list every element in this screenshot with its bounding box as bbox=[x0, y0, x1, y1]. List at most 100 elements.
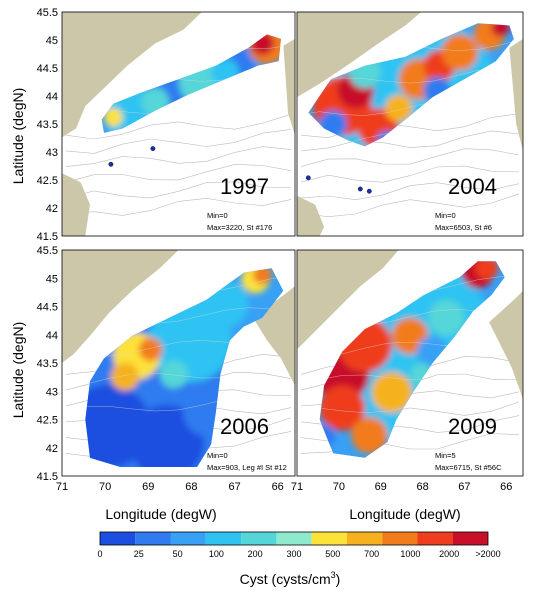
colorbar-title-main: Cyst (cysts/cm bbox=[240, 571, 331, 587]
x-axis-title-left: Longitude (degW) bbox=[105, 506, 216, 522]
colorbar-tick-label: >2000 bbox=[475, 549, 500, 559]
depth-contour bbox=[65, 129, 292, 154]
x-tick-label: 66 bbox=[272, 481, 284, 493]
colorbar-segment bbox=[205, 532, 242, 545]
x-tick-label: 68 bbox=[416, 481, 428, 493]
cyst-patch bbox=[159, 360, 188, 389]
colorbar-segment bbox=[170, 532, 206, 545]
colorbar-tick-label: 300 bbox=[286, 549, 301, 559]
panel-year-label: 2006 bbox=[220, 414, 269, 439]
cyst-patch bbox=[428, 299, 465, 336]
x-tick-label: 67 bbox=[458, 481, 470, 493]
panel-border bbox=[61, 11, 296, 237]
map-panels: 1997 Min=0 Max=3220, St #176 2004 Min=0 Max=6… bbox=[61, 11, 524, 477]
y-tick-label: 45 bbox=[46, 35, 58, 47]
colorbar-title: Cyst (cysts/cm3) bbox=[240, 570, 341, 587]
land-mass bbox=[297, 195, 325, 236]
depth-contour bbox=[65, 181, 292, 199]
panel-max-label: Max=903, Leg #I St #12 bbox=[207, 463, 287, 472]
land-mass bbox=[62, 12, 202, 138]
depth-contour bbox=[300, 165, 520, 183]
colorbar-tick-label: 500 bbox=[325, 549, 340, 559]
land-mass bbox=[297, 250, 399, 350]
x-tick-label: 66 bbox=[500, 481, 512, 493]
colorbar-segment bbox=[135, 532, 171, 545]
panel-min-label: Min=0 bbox=[207, 451, 228, 460]
colorbar-tick-label: 100 bbox=[209, 549, 224, 559]
panel-year-label: 1997 bbox=[220, 174, 269, 199]
colorbar-segment bbox=[417, 532, 453, 545]
colorbar-title-superscript: 3 bbox=[331, 570, 336, 580]
panel-border bbox=[296, 11, 524, 237]
x-tick-label: 70 bbox=[333, 481, 345, 493]
x-tick-label: 70 bbox=[99, 481, 111, 493]
y-tick-label: 42.5 bbox=[37, 415, 58, 427]
cyst-patch bbox=[385, 94, 413, 122]
y-tick-label: 42 bbox=[46, 443, 58, 455]
panel-max-label: Max=3220, St #176 bbox=[207, 223, 272, 232]
land-mass bbox=[489, 290, 523, 400]
x-tick-label: 71 bbox=[56, 481, 68, 493]
depth-contour bbox=[65, 146, 292, 167]
y-tick-label: 43 bbox=[46, 147, 58, 159]
panel-max-label: Max=6503, St #6 bbox=[435, 223, 492, 232]
y-tick-label: 45.5 bbox=[37, 245, 58, 257]
colorbar-segment bbox=[276, 532, 312, 545]
colorbar-tick-label: 2000 bbox=[439, 549, 459, 559]
colorbar: 0 25 50 100 200 300 500 700 1000 2000 >2000 bbox=[97, 531, 501, 559]
cyst-patch bbox=[138, 337, 163, 362]
cyst-patch bbox=[441, 34, 478, 71]
cyst-patch bbox=[129, 404, 205, 467]
depth-contour bbox=[300, 182, 520, 201]
y-tick-label: 45 bbox=[46, 273, 58, 285]
cyst-patch bbox=[319, 385, 365, 431]
land-mass bbox=[283, 38, 295, 136]
depth-contour bbox=[300, 148, 520, 167]
panel-min-label: Min=5 bbox=[435, 451, 456, 460]
cyst-patch bbox=[475, 261, 499, 280]
cyst-patch bbox=[104, 108, 123, 127]
depth-contour bbox=[65, 164, 292, 183]
y-tick-label: 44.5 bbox=[37, 63, 58, 75]
colorbar-tick-label: 700 bbox=[364, 549, 379, 559]
y-axis-title-top: Latitude (degN) bbox=[10, 88, 26, 185]
map-panel-2004: 2004 Min=0 Max=6503, St #6 bbox=[296, 11, 524, 237]
colorbar-border bbox=[99, 531, 489, 546]
colorbar-segment bbox=[241, 532, 277, 545]
y-tick-label: 43 bbox=[46, 386, 58, 398]
y-tick-label: 41.5 bbox=[37, 471, 58, 483]
map-panel-2009: 2009 Min=5 Max=6715, St #56C bbox=[296, 249, 524, 477]
colorbar-segment bbox=[100, 532, 136, 545]
cyst-patch bbox=[351, 417, 388, 454]
panel-min-label: Min=0 bbox=[435, 211, 456, 220]
depth-contour bbox=[65, 197, 292, 216]
y-tick-label: 41.5 bbox=[37, 231, 58, 243]
x-axis-title-right: Longitude (degW) bbox=[349, 506, 460, 522]
map-panel-2006: 2006 Min=0 Max=903, Leg #I St #12 bbox=[61, 249, 296, 477]
panel-year-label: 2009 bbox=[448, 414, 497, 439]
y-tick-label: 43.5 bbox=[37, 358, 58, 370]
panel-min-label: Min=0 bbox=[207, 211, 228, 220]
y-tick-label: 42 bbox=[46, 203, 58, 215]
depth-contour bbox=[65, 113, 292, 140]
axes: 45.5 45 44.5 44 43.5 43 42.5 42 41.5 45.5 45 44.5 44… bbox=[37, 7, 513, 493]
depth-contour bbox=[300, 193, 520, 218]
x-tick-label: 68 bbox=[185, 481, 197, 493]
land-mass bbox=[297, 12, 422, 98]
y-axis-title-bottom: Latitude (degN) bbox=[10, 322, 26, 419]
station-dot bbox=[305, 175, 311, 181]
panel-border bbox=[61, 249, 296, 477]
cyst-patch bbox=[110, 362, 139, 391]
station-dot bbox=[150, 146, 156, 152]
depth-contour bbox=[300, 130, 520, 152]
cyst-patch bbox=[371, 372, 413, 413]
panel-border bbox=[296, 249, 524, 477]
y-tick-label: 44 bbox=[46, 330, 58, 342]
y-tick-label: 45.5 bbox=[37, 7, 58, 19]
colorbar-tick-label: 25 bbox=[134, 549, 144, 559]
map-panel-1997: 1997 Min=0 Max=3220, St #176 bbox=[61, 11, 296, 237]
y-tick-label: 42.5 bbox=[37, 175, 58, 187]
colorbar-segment bbox=[346, 532, 383, 545]
colorbar-segment bbox=[452, 532, 488, 545]
